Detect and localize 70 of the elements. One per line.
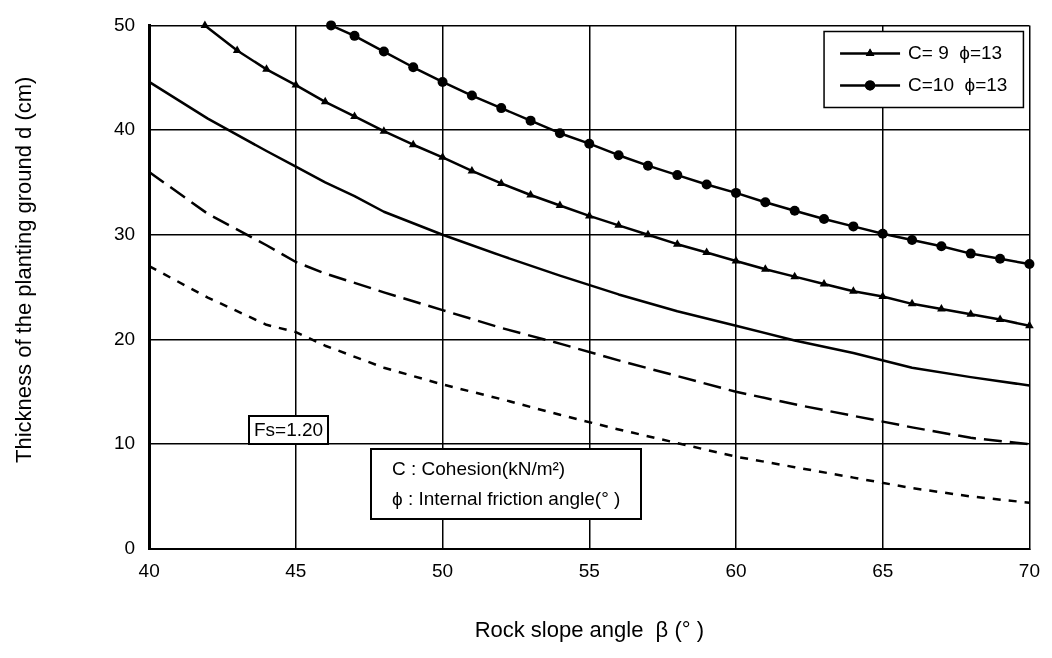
point <box>937 304 946 312</box>
x-tick-label: 60 <box>725 560 747 582</box>
legend-label: C=10 ϕ=13 <box>908 73 1008 95</box>
annotation: C : Cohesion(kN/m²) <box>392 457 567 481</box>
point <box>408 62 419 73</box>
point <box>349 30 360 41</box>
point <box>672 170 683 181</box>
point <box>995 314 1005 323</box>
point <box>466 90 477 101</box>
x-tick-label: 50 <box>432 560 454 582</box>
x-tick-label: 70 <box>1018 560 1040 582</box>
point <box>966 309 976 317</box>
point <box>790 271 800 280</box>
point <box>643 229 653 238</box>
point <box>467 165 477 174</box>
point <box>701 179 712 190</box>
point <box>702 247 711 256</box>
x-tick-label: 45 <box>285 560 307 582</box>
point <box>584 138 595 149</box>
point <box>995 253 1006 264</box>
point <box>877 228 888 239</box>
point <box>232 45 242 54</box>
x-axis-title: Rock slope angle β (° ) <box>474 616 704 642</box>
y-tick-label: 0 <box>124 537 136 559</box>
point <box>614 220 623 228</box>
y-axis-title: Thickness of the planting ground d (cm) <box>10 75 37 466</box>
x-tick-label: 55 <box>578 560 600 582</box>
point <box>350 111 359 119</box>
y-tick-label: 40 <box>113 118 136 140</box>
point <box>731 187 741 198</box>
y-tick-label: 50 <box>113 13 136 35</box>
y-tick-label: 10 <box>113 432 136 454</box>
y-tick-label: 20 <box>113 327 136 349</box>
point <box>408 139 418 148</box>
point <box>613 150 624 161</box>
point <box>761 264 770 272</box>
point <box>262 64 271 72</box>
point <box>554 128 565 139</box>
point <box>200 20 210 28</box>
point <box>849 286 858 294</box>
point <box>584 210 594 219</box>
point <box>437 76 448 87</box>
point <box>378 46 389 57</box>
point <box>1024 259 1035 270</box>
point <box>291 80 301 88</box>
point <box>789 205 800 216</box>
y-tick-label: 30 <box>113 222 136 244</box>
point <box>438 152 447 160</box>
point <box>525 115 536 126</box>
point <box>320 96 330 105</box>
point <box>496 178 506 186</box>
annotation: ϕ : Internal friction angle(° ) <box>392 487 621 511</box>
point <box>642 160 653 171</box>
point <box>878 291 888 300</box>
x-tick-label: 40 <box>138 560 160 582</box>
point <box>496 103 507 114</box>
point <box>907 234 918 245</box>
legend-label: C= 9 ϕ=13 <box>908 41 1003 63</box>
x-tick-label: 65 <box>872 560 894 582</box>
point <box>326 20 337 31</box>
point <box>760 197 771 208</box>
point <box>1025 320 1034 329</box>
point <box>907 298 917 307</box>
annotation: Fs=1.20 <box>248 415 330 445</box>
point <box>672 239 682 247</box>
point <box>848 221 859 232</box>
point <box>731 255 741 264</box>
point <box>936 241 947 252</box>
point <box>965 248 976 259</box>
point <box>819 214 830 225</box>
